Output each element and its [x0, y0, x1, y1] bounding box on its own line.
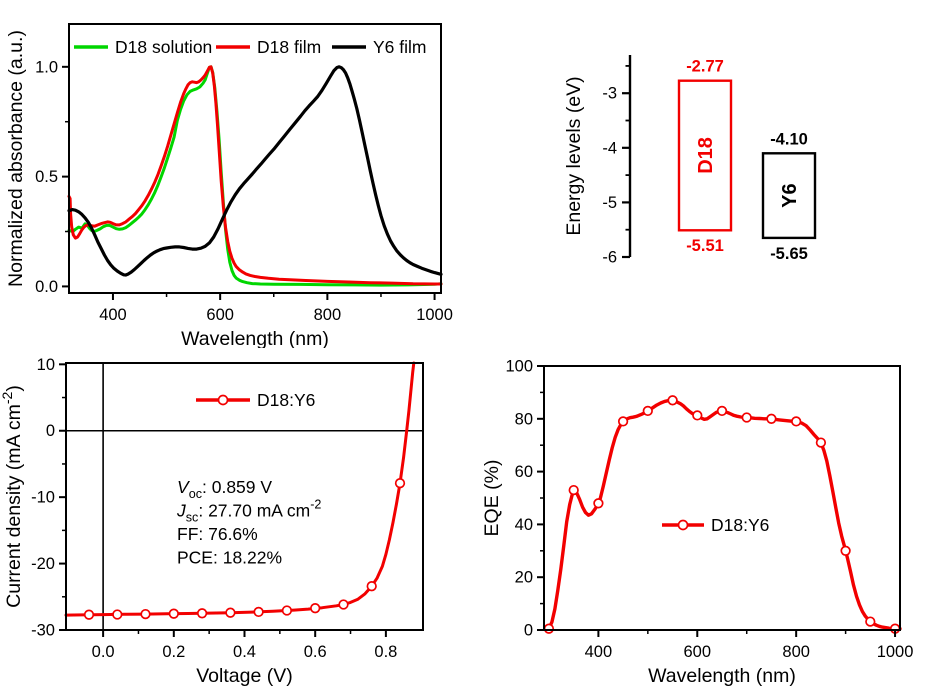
eqe-x-tick-label: 1000 — [877, 643, 914, 661]
eqe-y-tick-label: 80 — [515, 410, 533, 428]
absorbance-plot: 400 600 800 1000 0.0 0.5 1.0 Wavelength (nm) Nor… — [5, 23, 453, 348]
eqe-x-tick-label: 600 — [684, 643, 712, 661]
absorbance-spectra-chart: 400 600 800 1000 0.0 0.5 1.0 Wavelength (nm) Nor… — [5, 23, 453, 348]
eqe-frame — [543, 365, 901, 631]
jv-annotation-line-2: FF: 76.6% — [177, 524, 258, 544]
eqe-y-tick-label: 100 — [505, 358, 533, 376]
eqe-x-axis-title: Wavelength (nm) — [648, 665, 796, 687]
energy-material-label-Y6: Y6 — [779, 183, 801, 207]
eqe-marker — [815, 437, 827, 448]
energy-tick-label: -4 — [602, 139, 617, 157]
absorbance-x-tick-label: 800 — [314, 306, 342, 324]
jv-marker — [253, 606, 264, 618]
eqe-y-tick-label: 20 — [515, 569, 533, 587]
eqe-marker — [593, 498, 604, 509]
jv-marker — [168, 608, 179, 619]
eqe-marker — [766, 413, 777, 424]
eqe-legend-label-0: D18:Y6 — [711, 515, 769, 535]
absorbance-legend-label-0: D18 solution — [115, 37, 212, 57]
energy-tick-label: -3 — [602, 85, 617, 103]
jv-marker — [338, 599, 349, 610]
energy-plot: -3 -4 -5 -6 Energy levels (eV) -2.77 -5.51 D18 -… — [563, 55, 817, 267]
energy-tick-label: -5 — [602, 194, 617, 212]
jv-marker — [140, 608, 151, 620]
absorbance-series-0 — [67, 65, 443, 287]
absorbance-y-tick-label: 0.5 — [35, 168, 58, 186]
jv-y-tick-label: -30 — [31, 622, 55, 640]
jv-x-axis-title: Voltage (V) — [196, 665, 292, 687]
energy-box-D18 — [677, 79, 733, 232]
absorbance-frame — [68, 23, 442, 294]
absorbance-x-tick-label: 600 — [206, 306, 234, 324]
jv-plot: 0.0 0.2 0.4 0.6 0.8 10 0 -10 -20 -30 Voltage (V) Cu… — [0, 356, 424, 687]
eqe-marker — [741, 412, 752, 423]
absorbance-x-tick-label: 400 — [99, 306, 127, 324]
jv-legend-marker-0 — [217, 394, 229, 406]
absorbance-legend-label-1: D18 film — [257, 37, 321, 57]
absorbance-series-2 — [67, 65, 443, 277]
eqe-marker — [716, 405, 728, 417]
eqe-marker — [692, 410, 703, 421]
jv-marker — [83, 609, 95, 620]
jv-marker — [196, 608, 208, 619]
eqe-y-tick-label: 40 — [515, 516, 533, 534]
eqe-marker — [865, 616, 876, 627]
jv-y-tick-label: -20 — [31, 555, 55, 573]
jv-x-tick-label: 0.0 — [92, 643, 115, 661]
jv-y-tick-label: -10 — [31, 489, 55, 507]
jv-marker — [281, 605, 293, 616]
absorbance-x-axis-title: Wavelength (nm) — [181, 328, 329, 348]
eqe-marker — [568, 484, 579, 496]
eqe-plot: 400 600 800 1000 0 20 40 60 80 100 Wavelength (nm)… — [481, 358, 913, 688]
eqe-y-tick-label: 0 — [524, 622, 533, 640]
eqe-marker — [543, 623, 555, 634]
eqe-x-tick-label: 400 — [585, 643, 613, 661]
energy-homo-value-Y6: -5.65 — [770, 245, 808, 263]
jv-legend-label-0: D18:Y6 — [257, 390, 315, 410]
eqe-marker — [617, 416, 629, 427]
absorbance-legend-label-2: Y6 film — [373, 37, 426, 57]
eqe-marker — [791, 416, 802, 427]
eqe-marker — [642, 405, 653, 417]
energy-lumo-value-Y6: -4.10 — [770, 130, 808, 148]
energy-box-Y6 — [761, 152, 817, 240]
jv-curve-chart: 0.0 0.2 0.4 0.6 0.8 10 0 -10 -20 -30 Voltage (V) Cu… — [0, 356, 424, 687]
jv-y-tick-label: 10 — [37, 356, 55, 374]
energy-tick-label: -6 — [602, 249, 617, 267]
eqe-marker — [840, 545, 851, 556]
absorbance-series-1 — [67, 65, 443, 286]
jv-marker — [225, 607, 236, 618]
jv-annotation-line-1: Jsc: 27.70 mA cm-2 — [176, 498, 321, 525]
energy-homo-value-D18: -5.51 — [686, 237, 724, 255]
energy-levels-diagram: -3 -4 -5 -6 Energy levels (eV) -2.77 -5.51 D18 -… — [563, 55, 817, 267]
jv-y-tick-label: 0 — [46, 422, 55, 440]
jv-y-axis-title: Current density (mA cm-2) — [0, 385, 25, 608]
absorbance-x-tick-label: 1000 — [416, 306, 453, 324]
jv-marker — [366, 581, 377, 592]
energy-axis-title: Energy levels (eV) — [563, 76, 585, 235]
jv-marker — [310, 603, 321, 614]
jv-x-tick-label: 0.6 — [304, 643, 327, 661]
absorbance-y-axis-title: Normalized absorbance (a.u.) — [5, 30, 27, 287]
jv-x-tick-label: 0.4 — [233, 643, 256, 661]
jv-x-tick-label: 0.8 — [374, 643, 397, 661]
eqe-legend-marker-0 — [677, 519, 689, 531]
jv-marker — [112, 609, 123, 620]
energy-material-label-D18: D18 — [695, 137, 717, 174]
absorbance-y-tick-label: 0.0 — [35, 278, 58, 296]
eqe-y-tick-label: 60 — [515, 463, 533, 481]
eqe-spectrum-chart: 400 600 800 1000 0 20 40 60 80 100 Wavelength (nm)… — [481, 358, 913, 688]
energy-lumo-value-D18: -2.77 — [686, 58, 724, 76]
absorbance-y-tick-label: 1.0 — [35, 58, 58, 76]
jv-marker — [394, 478, 406, 489]
eqe-x-tick-label: 800 — [782, 643, 810, 661]
jv-x-tick-label: 0.2 — [162, 643, 185, 661]
eqe-y-axis-title: EQE (%) — [481, 460, 503, 537]
jv-annotation-line-3: PCE: 18.22% — [177, 548, 282, 568]
jv-annotation-line-0: Voc: 0.859 V — [177, 477, 272, 501]
eqe-marker — [667, 395, 678, 406]
